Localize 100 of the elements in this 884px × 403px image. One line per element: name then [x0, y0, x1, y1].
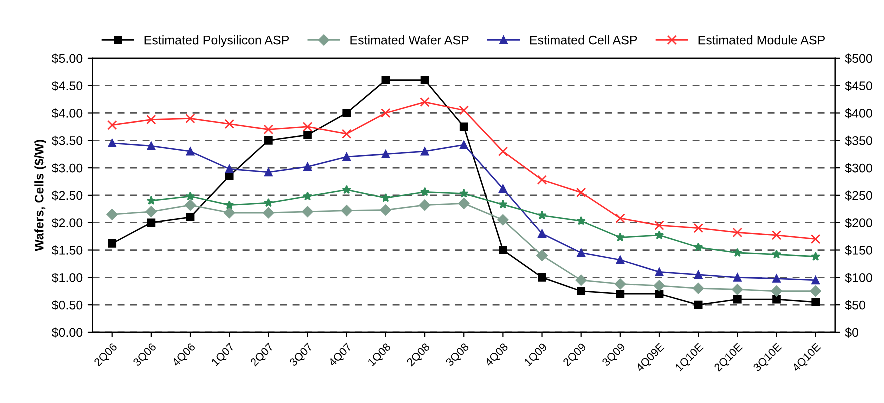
point — [616, 256, 625, 264]
point — [342, 185, 352, 194]
point — [538, 274, 546, 282]
point — [694, 242, 704, 252]
point — [380, 204, 392, 216]
legend-label: Estimated Cell ASP — [530, 36, 638, 45]
point — [812, 276, 820, 285]
point — [576, 216, 586, 226]
point — [224, 207, 236, 219]
point — [810, 234, 821, 244]
point — [694, 270, 703, 280]
point — [771, 286, 782, 297]
point — [537, 175, 548, 185]
point — [264, 124, 274, 135]
point — [224, 119, 234, 130]
point — [734, 295, 742, 304]
point — [734, 274, 742, 282]
point — [614, 278, 626, 290]
point — [419, 200, 431, 211]
y-tick-label: $4.50 — [52, 81, 83, 92]
point — [810, 286, 822, 297]
point — [499, 184, 508, 194]
point — [342, 129, 352, 139]
point — [616, 232, 626, 242]
point — [536, 250, 548, 262]
point — [146, 206, 158, 218]
point — [576, 188, 586, 198]
point — [654, 220, 664, 230]
point — [382, 150, 390, 159]
y-tick-label: $2.50 — [52, 190, 83, 201]
point — [108, 240, 117, 248]
point — [342, 109, 352, 118]
y2-tick-label: $100 — [845, 272, 872, 284]
point — [382, 76, 390, 85]
point — [264, 136, 273, 145]
y2-tick-label: $400 — [845, 108, 872, 119]
y2-tick-label: $0 — [845, 328, 859, 338]
y-axis-title: Wafers, Cells ($/W) — [34, 140, 46, 252]
point — [186, 213, 195, 222]
y-tick-label: $1.00 — [52, 272, 83, 284]
point — [459, 188, 469, 198]
point — [460, 140, 468, 150]
point — [692, 283, 704, 294]
point — [381, 108, 391, 118]
y-tick-label: $0.50 — [52, 300, 83, 310]
point — [420, 76, 430, 85]
y2-tick-label: $50 — [845, 300, 866, 310]
point — [772, 295, 781, 304]
legend-label: Estimated Polysilicon ASP — [144, 36, 290, 48]
y2-tick-label: $150 — [845, 246, 872, 256]
point — [186, 147, 195, 156]
point — [420, 187, 430, 196]
point — [577, 248, 586, 258]
point — [302, 206, 314, 218]
point — [772, 250, 782, 259]
point — [458, 198, 470, 210]
point — [772, 274, 781, 283]
point — [263, 207, 274, 219]
point — [108, 120, 118, 130]
point — [264, 198, 274, 208]
point — [732, 228, 743, 238]
point — [420, 147, 430, 156]
point — [460, 122, 468, 132]
point — [654, 280, 666, 292]
point — [576, 274, 587, 286]
point — [303, 192, 312, 201]
point — [498, 146, 508, 156]
y-tick-label: $3.00 — [52, 163, 83, 174]
point — [732, 284, 744, 296]
point — [655, 290, 664, 298]
legend-label: Estimated Wafer ASP — [350, 36, 469, 45]
point — [147, 142, 156, 150]
point — [106, 209, 118, 220]
y2-tick-label: $450 — [845, 81, 872, 92]
y-tick-label: $1.50 — [52, 246, 83, 256]
y2-tick-label: $350 — [845, 136, 872, 146]
point — [146, 114, 156, 125]
point — [498, 200, 508, 209]
point — [811, 252, 820, 261]
point — [694, 223, 704, 234]
point — [186, 114, 196, 124]
y-tick-label: $3.50 — [52, 136, 83, 146]
point — [108, 139, 117, 148]
y-tick-label: $5.00 — [52, 54, 83, 64]
y2-tick-label: $200 — [845, 218, 872, 228]
y-tick-label: $0.00 — [52, 328, 83, 338]
point — [184, 200, 196, 211]
point — [341, 205, 352, 216]
point — [225, 164, 234, 174]
y2-tick-label: $500 — [845, 54, 872, 64]
y2-tick-label: $250 — [845, 190, 872, 201]
point — [694, 300, 703, 310]
y-tick-label: $2.00 — [52, 218, 83, 228]
point — [577, 287, 586, 296]
point — [655, 268, 664, 276]
point — [733, 248, 742, 258]
point — [499, 246, 508, 254]
point — [381, 193, 391, 202]
legend-label: Estimated Module ASP — [698, 36, 825, 45]
point — [420, 97, 430, 108]
